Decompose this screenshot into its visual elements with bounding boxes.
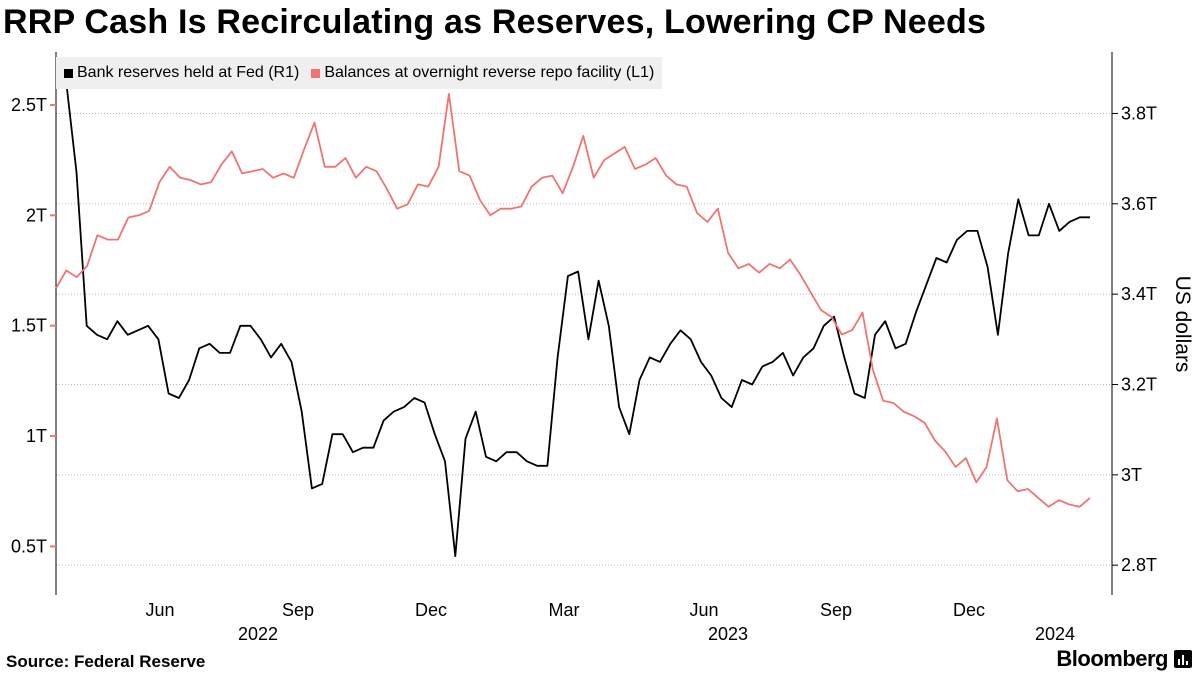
brand-name: Bloomberg xyxy=(1056,646,1168,671)
x-tick-label: Dec xyxy=(415,600,447,620)
legend-swatch-reserves xyxy=(64,68,73,78)
right-tick-label: 3T xyxy=(1121,465,1142,485)
left-axis-ticks: 0.5T 1T 1.5T 2T 2.5T xyxy=(11,95,56,556)
left-tick-label: 0.5T xyxy=(11,536,47,556)
legend-item-reserves[interactable]: Bank reserves held at Fed (R1) xyxy=(64,64,299,82)
legend-swatch-rrp xyxy=(311,68,321,78)
axes xyxy=(55,52,1113,595)
left-tick-label: 1.5T xyxy=(11,316,47,336)
legend-label-reserves: Bank reserves held at Fed (R1) xyxy=(77,64,300,81)
right-axis-ticks: 2.8T 3T 3.2T 3.4T 3.6T 3.8T xyxy=(1112,103,1157,575)
gridlines xyxy=(56,112,1112,566)
left-tick-label: 1T xyxy=(26,426,47,446)
x-tick-label: Mar xyxy=(549,600,580,620)
x-tick-label: Jun xyxy=(689,600,718,620)
right-tick-label: 3.6T xyxy=(1121,194,1157,214)
right-tick-label: 3.2T xyxy=(1121,374,1157,394)
x-tick-label: Dec xyxy=(953,600,985,620)
legend-label-rrp: Balances at overnight reverse repo facil… xyxy=(324,64,655,81)
x-axis-ticks: Jun Sep Dec Mar Jun Sep Dec 2022 2023 2024 xyxy=(145,600,1075,644)
left-tick-label: 2T xyxy=(26,205,47,225)
right-tick-label: 3.8T xyxy=(1121,103,1157,123)
right-tick-label: 3.4T xyxy=(1121,284,1157,304)
x-year-label: 2023 xyxy=(708,624,748,644)
series-line-rrp xyxy=(55,93,1091,508)
bar-chart-icon xyxy=(1174,650,1192,668)
chart-title: RRP Cash Is Recirculating as Reserves, L… xyxy=(3,3,987,41)
left-tick-label: 2.5T xyxy=(11,95,47,115)
brand-logo: Bloomberg xyxy=(1056,646,1192,672)
right-axis-label: US dollars xyxy=(1171,276,1194,373)
right-tick-label: 2.8T xyxy=(1121,555,1157,575)
x-tick-label: Sep xyxy=(282,600,314,620)
x-year-label: 2022 xyxy=(238,624,278,644)
x-year-label: 2024 xyxy=(1035,624,1075,644)
series-lines xyxy=(55,76,1091,557)
chart-legend: Bank reserves held at Fed (R1) Balances … xyxy=(56,57,663,89)
legend-item-rrp[interactable]: Balances at overnight reverse repo facil… xyxy=(311,64,654,82)
x-tick-label: Sep xyxy=(820,600,852,620)
x-tick-label: Jun xyxy=(145,600,174,620)
source-note: Source: Federal Reserve xyxy=(6,652,206,671)
series-line-reserves xyxy=(55,76,1090,557)
